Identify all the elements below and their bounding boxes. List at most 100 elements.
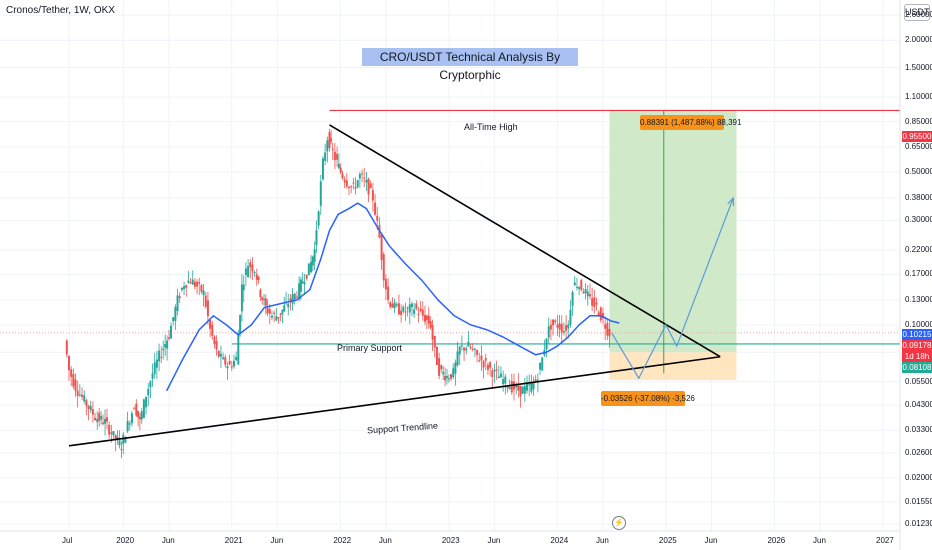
candle-body	[257, 276, 260, 281]
candle-body	[116, 436, 119, 440]
candle-body	[264, 298, 267, 306]
candle-body	[578, 287, 581, 289]
candle-body	[305, 274, 308, 279]
price-badge-ma: 0.10215	[902, 329, 932, 340]
candle-body	[539, 363, 542, 370]
candle-body	[295, 296, 298, 298]
candle-body	[281, 309, 284, 314]
lightning-icon[interactable]: ⚡	[612, 516, 626, 530]
candle-body	[130, 413, 133, 424]
candle-body	[442, 372, 445, 375]
candle-body	[597, 312, 600, 317]
candle-body	[599, 307, 602, 321]
candle-body	[393, 302, 396, 309]
risk-loss-label: -0.03526 (-37.08%) -3,526	[601, 391, 695, 406]
grid	[0, 0, 900, 531]
candle-body	[196, 281, 199, 287]
candle-body	[423, 315, 426, 322]
primary-support-label: Primary Support	[337, 343, 403, 353]
time-tick: 2024	[550, 536, 569, 545]
candle-body	[242, 284, 245, 291]
candle-body	[567, 324, 570, 329]
price-tick: 0.05500	[905, 376, 932, 386]
countdown-badge: 1d 18h	[902, 351, 932, 362]
candle-body	[341, 173, 344, 179]
horizontal-levels	[0, 109, 900, 345]
candle-body	[427, 315, 430, 324]
candle-body	[565, 325, 568, 331]
candle-body	[558, 323, 561, 330]
candle-body	[273, 312, 276, 314]
candle-body	[315, 230, 318, 245]
candle-body	[582, 291, 585, 294]
candle-body	[580, 280, 583, 290]
candle-body	[562, 331, 565, 333]
candle-body	[337, 164, 340, 168]
candle-body	[384, 278, 387, 290]
candle-body	[374, 202, 377, 215]
candle-body	[547, 326, 550, 338]
candle-body	[124, 437, 127, 443]
candle-body	[397, 303, 400, 315]
candle-body	[105, 417, 108, 422]
symbol-header[interactable]: Cronos/Tether, 1W, OKX	[6, 5, 115, 16]
candle-body	[228, 360, 231, 365]
candle-body	[183, 286, 186, 289]
candle-body	[352, 182, 355, 184]
candle-body	[330, 138, 333, 142]
time-tick: 2020	[116, 536, 135, 545]
candle-body	[213, 336, 216, 344]
candle-body	[534, 379, 537, 383]
candle-body	[429, 321, 432, 328]
candle-body	[211, 324, 214, 336]
resistance-trendline	[329, 124, 721, 358]
candle-body	[137, 410, 140, 418]
candle-body	[326, 140, 329, 152]
candle-body	[133, 408, 136, 410]
time-tick: Jun	[378, 536, 392, 545]
projection-arrowhead	[727, 196, 735, 207]
candle-body	[588, 294, 591, 297]
candle-body	[232, 360, 235, 367]
candle-body	[584, 289, 587, 294]
candle-body	[126, 420, 129, 432]
candle-body	[495, 369, 498, 371]
candle-body	[317, 211, 320, 226]
time-tick: 2021	[224, 536, 243, 545]
candle-body	[502, 379, 505, 385]
candle-body	[298, 283, 301, 299]
time-tick: Jul	[62, 536, 73, 545]
candle-body	[523, 385, 526, 394]
candle-body	[255, 274, 258, 280]
target-zone	[609, 110, 737, 353]
candle-body	[140, 411, 143, 420]
currency-button[interactable]: USDT	[904, 4, 930, 21]
candle-body	[402, 306, 405, 312]
candle-body	[395, 304, 398, 306]
candle-body	[122, 434, 125, 445]
time-tick: Jun	[487, 536, 501, 545]
candle-body	[447, 378, 450, 380]
ma-line	[166, 202, 620, 392]
candle-body	[153, 362, 156, 374]
price-tick: 2.00000	[905, 35, 932, 45]
candle-body	[444, 376, 447, 381]
candle-body	[162, 348, 165, 351]
projection-path	[611, 196, 735, 380]
candle-body	[421, 309, 424, 316]
candle-body	[554, 320, 557, 323]
candle-body	[336, 154, 339, 160]
candle-body	[506, 386, 509, 388]
candle-body	[376, 215, 379, 221]
candle-body	[180, 288, 183, 290]
candle-body	[552, 319, 555, 326]
candle-body	[202, 290, 205, 295]
time-tick: 2027	[876, 536, 894, 545]
candle-body	[380, 235, 383, 261]
candle-body	[135, 403, 138, 416]
candle-body	[361, 173, 364, 175]
candle-body	[100, 416, 103, 420]
candle-body	[189, 282, 192, 284]
candle-body	[365, 179, 368, 183]
